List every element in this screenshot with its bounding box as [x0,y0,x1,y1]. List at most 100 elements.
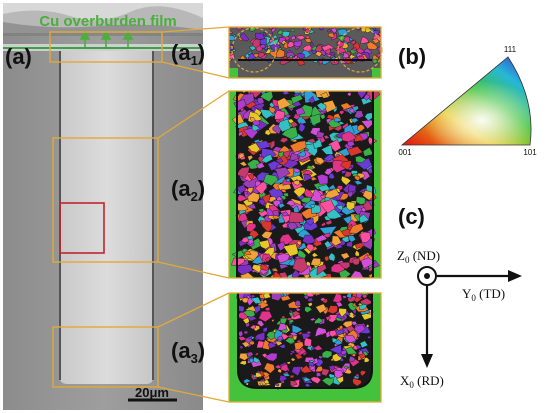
grain [246,315,258,322]
grain [297,331,302,336]
grain [278,145,291,153]
grain [249,324,256,330]
grain [359,231,371,243]
grain [252,38,261,49]
grain [307,302,313,307]
grain [360,257,376,270]
grain [320,92,330,99]
grain [304,382,311,388]
grain [354,110,364,119]
grain [231,249,245,259]
grain [338,269,352,278]
grain [295,106,306,116]
grain [347,141,356,147]
grain [304,337,312,347]
grain [319,226,338,238]
grain [283,293,288,297]
grain [268,27,274,31]
grain [276,97,292,111]
grain [341,295,348,299]
grain [372,27,377,31]
grain [347,91,352,97]
grain [328,172,336,180]
grain [235,27,243,31]
grain [289,352,294,356]
grain [314,51,323,57]
grain [249,91,263,99]
grain [281,333,289,341]
grain [340,175,352,186]
grain [344,346,358,355]
grain [241,248,249,253]
grain [309,317,317,322]
grain [291,324,303,334]
grain [354,250,360,257]
grain [335,301,344,308]
grain [319,27,324,31]
panel-label-b: (b) [398,44,426,69]
grain [311,252,319,258]
grain [336,204,343,211]
grain [345,334,357,344]
grain [259,109,274,120]
grain [362,190,375,201]
grain [364,112,374,122]
grain [278,151,284,158]
grain [297,150,307,158]
grain [344,368,352,375]
grain [301,50,312,59]
grain [237,213,249,222]
grain [330,27,337,34]
grain [305,244,315,252]
grain [333,339,343,346]
grain [352,308,357,315]
grain [290,28,296,32]
grain [348,223,364,234]
grain [239,345,244,350]
grain [259,382,264,386]
grain [326,29,332,33]
overburden-label: Cu overburden film [39,13,177,30]
grain [302,169,314,175]
grain [255,140,271,150]
grain [319,297,326,302]
grain [324,188,340,199]
grain [292,257,309,273]
grain [279,380,285,384]
grain [372,30,381,36]
grain [264,307,271,312]
grain [255,352,259,356]
grain [322,99,337,113]
grain [278,343,286,349]
grain [247,155,254,162]
grain [230,257,246,267]
grain [315,156,326,165]
grain [284,337,296,344]
grain [264,48,269,52]
grain [259,91,274,103]
grain [351,257,361,266]
grain [336,376,344,384]
grain [286,317,292,322]
grain [343,170,352,178]
grain [294,353,304,360]
grain [264,129,271,136]
connector-lines [157,26,230,403]
grain [285,178,291,183]
grain [306,331,312,335]
grain [372,58,378,64]
grain [293,341,304,351]
grain [324,168,333,176]
grain [321,144,334,155]
grain [314,327,327,338]
panel-label-c: (c) [398,204,425,229]
grain [312,138,323,149]
grain [236,194,249,202]
grain [302,377,312,383]
grain [262,327,268,333]
grain [327,118,342,128]
sem-image [3,3,203,410]
grain [281,40,286,45]
grain [274,340,283,347]
ipf-label-111: 111 [504,45,517,54]
